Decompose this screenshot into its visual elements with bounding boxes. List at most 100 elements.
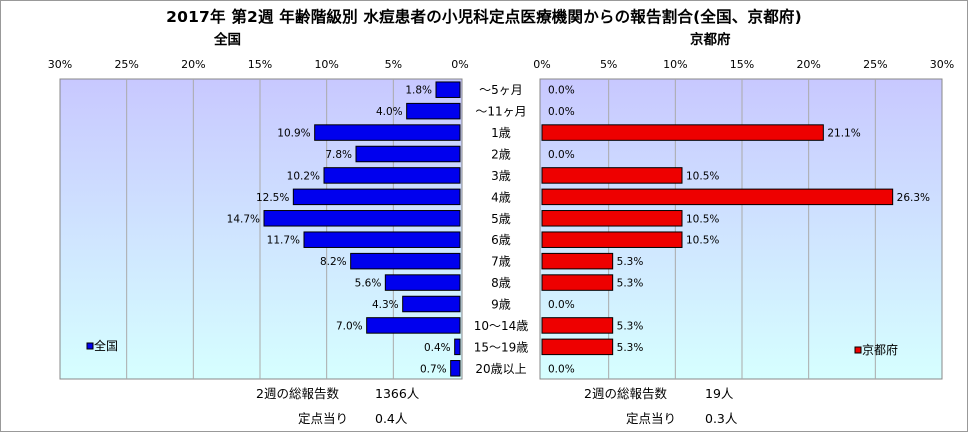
left-per-site-label: 定点当り [298, 411, 348, 426]
category-label: 1歳 [491, 126, 511, 140]
left-legend-swatch [86, 342, 94, 350]
right-tick-label: 0% [533, 58, 550, 71]
left-footer: 2週の総報告数 1366人 定点当り 0.4人 [256, 386, 420, 426]
left-tick-label: 5% [385, 58, 402, 71]
category-label: 6歳 [491, 233, 511, 247]
right-legend-swatch [854, 346, 862, 354]
right-legend: 京都府 [854, 342, 898, 357]
category-label: ～11ヶ月 [475, 105, 526, 119]
left-data-label: 1.8% [405, 85, 432, 97]
category-label: 7歳 [491, 255, 511, 269]
left-data-labels: 1.8%4.0% 10.9% 7.8% 10.2% 12.5% 14.7% 11.7% 8.2… [227, 85, 451, 376]
left-data-label: 0.4% [424, 342, 451, 354]
left-reports-value: 1366人 [375, 386, 420, 401]
left-bar [350, 252, 461, 270]
category-label: 2歳 [491, 148, 511, 162]
right-data-label: 5.3% [617, 256, 644, 268]
left-legend: 全国 [86, 338, 118, 353]
right-data-label: 0.0% [548, 85, 575, 97]
left-bar [355, 145, 461, 163]
right-panel-title: 京都府 [690, 32, 731, 48]
category-label: 8歳 [491, 276, 511, 290]
category-labels: ～5ヶ月 ～11ヶ月 1歳 2歳 3歳 4歳 5歳 6歳 7歳 8歳 9歳 10～14歳 15～19歳 2… [474, 83, 529, 376]
right-data-label: 21.1% [827, 128, 860, 140]
left-bar [314, 124, 461, 141]
left-data-label: 10.9% [277, 128, 310, 140]
left-bar [263, 210, 461, 227]
left-tick-label: 25% [114, 58, 138, 71]
right-data-label: 5.3% [617, 278, 644, 290]
right-bar [541, 252, 614, 270]
left-data-label: 10.2% [287, 170, 320, 182]
left-bar [450, 360, 461, 377]
right-data-label: 0.0% [548, 363, 575, 375]
left-data-label: 4.0% [376, 106, 403, 118]
right-tick-label: 5% [600, 58, 617, 71]
category-label: 9歳 [491, 298, 511, 312]
right-tick-label: 20% [796, 58, 820, 71]
left-tick-label: 10% [314, 58, 338, 71]
right-data-label: 0.0% [548, 149, 575, 161]
right-bar [541, 338, 614, 356]
right-bar [541, 274, 614, 291]
left-data-label: 5.6% [355, 278, 382, 290]
left-bar [384, 274, 461, 291]
right-data-label: 26.3% [897, 192, 930, 204]
right-data-labels: 0.0% 0.0% 21.1% 0.0% 10.5% 26.3% 10.5% 10.5% 5.3… [548, 85, 930, 376]
left-per-site-value: 0.4人 [375, 411, 408, 426]
right-bar [541, 317, 614, 334]
right-data-label: 10.5% [686, 213, 719, 225]
right-plot-area [539, 78, 943, 380]
right-bar [541, 231, 683, 248]
right-footer: 2週の総報告数 19人 定点当り 0.3人 [584, 386, 738, 426]
right-per-site-value: 0.3人 [705, 411, 738, 426]
right-bars [541, 124, 894, 356]
left-data-label: 12.5% [256, 192, 289, 204]
category-label: ～5ヶ月 [479, 83, 523, 97]
left-panel-title: 全国 [214, 32, 241, 48]
left-data-label: 4.3% [372, 299, 399, 311]
left-reports-label: 2週の総報告数 [256, 386, 339, 401]
right-bar [541, 124, 824, 141]
left-bar [406, 102, 461, 120]
category-label: 4歳 [491, 190, 511, 204]
left-legend-label: 全国 [94, 338, 118, 353]
left-data-label: 0.7% [420, 363, 447, 375]
right-data-label: 0.0% [548, 299, 575, 311]
left-tick-label: 20% [181, 58, 205, 71]
left-bar [292, 188, 461, 206]
left-bar [402, 295, 461, 313]
left-tick-label: 15% [248, 58, 272, 71]
right-tick-label: 25% [863, 58, 887, 71]
left-tick-label: 0% [451, 58, 468, 71]
left-data-label: 7.8% [325, 149, 352, 161]
right-tick-label: 30% [930, 58, 954, 71]
right-data-label: 10.5% [686, 170, 719, 182]
left-bar [323, 167, 461, 184]
left-data-label: 11.7% [267, 235, 300, 247]
left-bar [454, 338, 461, 356]
category-label: 3歳 [491, 169, 511, 183]
category-label: 10～14歳 [474, 319, 529, 333]
chart-title: 2017年 第2週 年齢階級別 水痘患者の小児科定点医療機関からの報告割合(全国… [166, 8, 802, 26]
category-label: 5歳 [491, 212, 511, 226]
right-axis-ticks: 0% 5% 10% 15% 20% 25% 30% [533, 58, 954, 71]
left-bar [435, 81, 461, 98]
left-bar [366, 317, 461, 334]
right-data-label: 10.5% [686, 235, 719, 247]
left-data-label: 8.2% [320, 256, 347, 268]
left-axis-ticks: 30% 25% 20% 15% 10% 5% 0% [48, 58, 469, 71]
category-label: 20歳以上 [475, 362, 526, 376]
right-data-label: 5.3% [617, 342, 644, 354]
left-data-label: 14.7% [227, 213, 260, 225]
right-tick-label: 15% [730, 58, 754, 71]
left-bar [303, 231, 461, 248]
right-tick-label: 10% [663, 58, 687, 71]
right-bar [541, 210, 683, 227]
right-reports-label: 2週の総報告数 [584, 386, 667, 401]
category-label: 15～19歳 [474, 340, 529, 354]
left-plot-area [59, 78, 463, 380]
right-data-label: 5.3% [617, 320, 644, 332]
right-legend-label: 京都府 [862, 342, 898, 357]
